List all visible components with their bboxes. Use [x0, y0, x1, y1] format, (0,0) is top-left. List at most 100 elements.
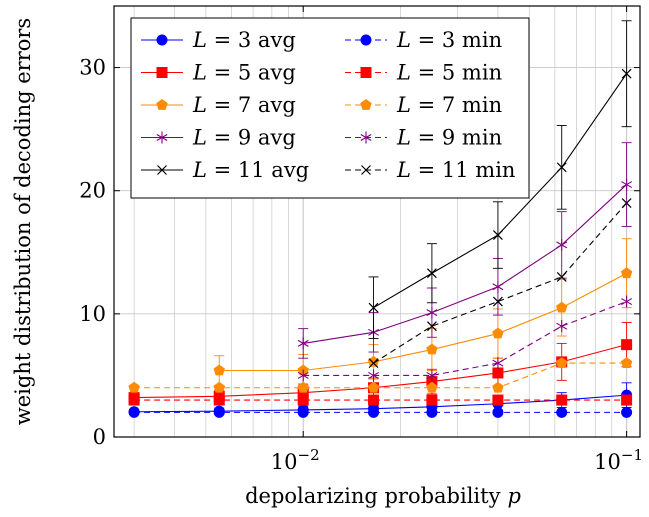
data-point: [297, 406, 309, 418]
data-point: [426, 406, 438, 418]
legend-item-5-avg: L = 5 avg: [141, 61, 296, 85]
legend-label-rest: = 5 avg: [207, 61, 296, 85]
legend-label: L = 3 min: [396, 28, 502, 52]
data-point: [213, 406, 225, 418]
data-point: [492, 367, 504, 379]
x-tick-label: 10−1: [594, 446, 643, 474]
data-point: [213, 394, 225, 406]
series-line: [134, 362, 627, 389]
x-axis-label-symbol: p: [507, 484, 520, 508]
legend-label-rest: = 9 min: [411, 126, 502, 150]
x-tick-label: 10−2: [271, 446, 320, 474]
data-point: [368, 369, 380, 382]
x-tick-label-base: 10: [271, 450, 298, 474]
data-point: [492, 230, 503, 240]
series-line: [134, 394, 627, 413]
legend-label: L = 5 avg: [192, 61, 296, 85]
data-point: [492, 394, 504, 406]
legend-swatch-marker: [361, 165, 371, 175]
data-point: [426, 381, 438, 393]
y-tick-label: 20: [79, 179, 106, 203]
data-point: [492, 381, 504, 393]
series-layer: [128, 20, 633, 418]
data-point: [297, 337, 309, 350]
data-point: [368, 302, 379, 313]
x-tick-label-exponent: −2: [298, 446, 320, 464]
data-point: [368, 406, 380, 418]
legend-label-symbol: L: [192, 93, 207, 117]
data-point: [621, 339, 633, 351]
legend-label-rest: = 11 min: [411, 158, 516, 182]
legend-label: L = 9 avg: [192, 126, 296, 150]
data-point: [556, 394, 568, 406]
legend-label-symbol: L: [192, 28, 207, 52]
legend-item-7-avg: L = 7 avg: [141, 93, 296, 117]
data-point: [426, 376, 438, 388]
legend-label-rest: = 3 avg: [207, 28, 296, 52]
data-point: [556, 301, 568, 313]
x-tick-label-base: 10: [594, 450, 621, 474]
series-7-avg: [213, 238, 633, 387]
data-point: [621, 406, 633, 418]
legend-label-symbol: L: [192, 158, 207, 182]
data-point: [297, 394, 309, 406]
data-point: [297, 369, 309, 382]
data-point: [621, 394, 633, 406]
series-9-min: [297, 295, 633, 382]
x-tick-label-exponent: −1: [621, 446, 643, 464]
legend-swatch-marker: [157, 165, 167, 175]
legend-label-rest: = 7 avg: [207, 93, 296, 117]
data-point: [621, 178, 633, 191]
legend-swatch-marker: [156, 34, 168, 46]
data-point: [213, 364, 225, 376]
legend-label: L = 5 min: [396, 61, 502, 85]
x-axis-label: depolarizing probability p: [245, 484, 521, 508]
legend-swatch-marker: [156, 131, 168, 144]
data-point: [368, 394, 380, 406]
legend-label-rest: = 5 min: [411, 61, 502, 85]
legend-label-symbol: L: [396, 61, 411, 85]
series-11-avg: [368, 20, 632, 339]
data-point: [426, 394, 438, 406]
data-point: [426, 321, 437, 332]
legend-swatch-marker: [360, 99, 372, 110]
legend-box: [130, 17, 530, 199]
legend-label: L = 3 avg: [192, 28, 296, 52]
legend-label-rest: = 3 min: [411, 28, 502, 52]
legend-label: L = 11 avg: [192, 158, 309, 182]
y-axis-label: weight distribution of decoding errors: [11, 18, 35, 425]
data-point: [426, 306, 438, 319]
legend-label: L = 7 avg: [192, 93, 296, 117]
legend-label: L = 9 min: [396, 126, 502, 150]
legend-label-symbol: L: [396, 28, 411, 52]
legend-label-symbol: L: [396, 158, 411, 182]
data-point: [621, 68, 632, 79]
data-point: [556, 162, 567, 173]
data-point: [621, 198, 632, 208]
legend-swatch-marker: [360, 67, 372, 78]
legend-swatch-marker: [360, 131, 372, 144]
legend-item-9-min: L = 9 min: [345, 126, 502, 150]
legend-item-3-avg: L = 3 avg: [141, 28, 296, 52]
data-point: [556, 238, 568, 251]
legend-label: L = 7 min: [396, 93, 502, 117]
legend-item-9-avg: L = 9 avg: [141, 126, 296, 150]
data-point: [297, 387, 309, 399]
data-point: [213, 381, 225, 393]
data-point: [556, 406, 568, 418]
data-point: [367, 381, 380, 393]
data-point: [492, 406, 504, 418]
data-point: [368, 358, 379, 369]
x-axis-label-text: depolarizing probability: [245, 484, 500, 508]
data-point: [556, 357, 568, 368]
data-point: [492, 296, 503, 307]
data-point: [492, 327, 504, 339]
data-point: [492, 357, 504, 370]
legend-item-11-avg: L = 11 avg: [141, 158, 309, 182]
legend-item-7-min: L = 7 min: [345, 93, 502, 117]
legend-swatch-marker: [156, 99, 168, 110]
data-point: [426, 343, 438, 355]
data-point: [367, 355, 380, 367]
data-point: [620, 357, 633, 368]
